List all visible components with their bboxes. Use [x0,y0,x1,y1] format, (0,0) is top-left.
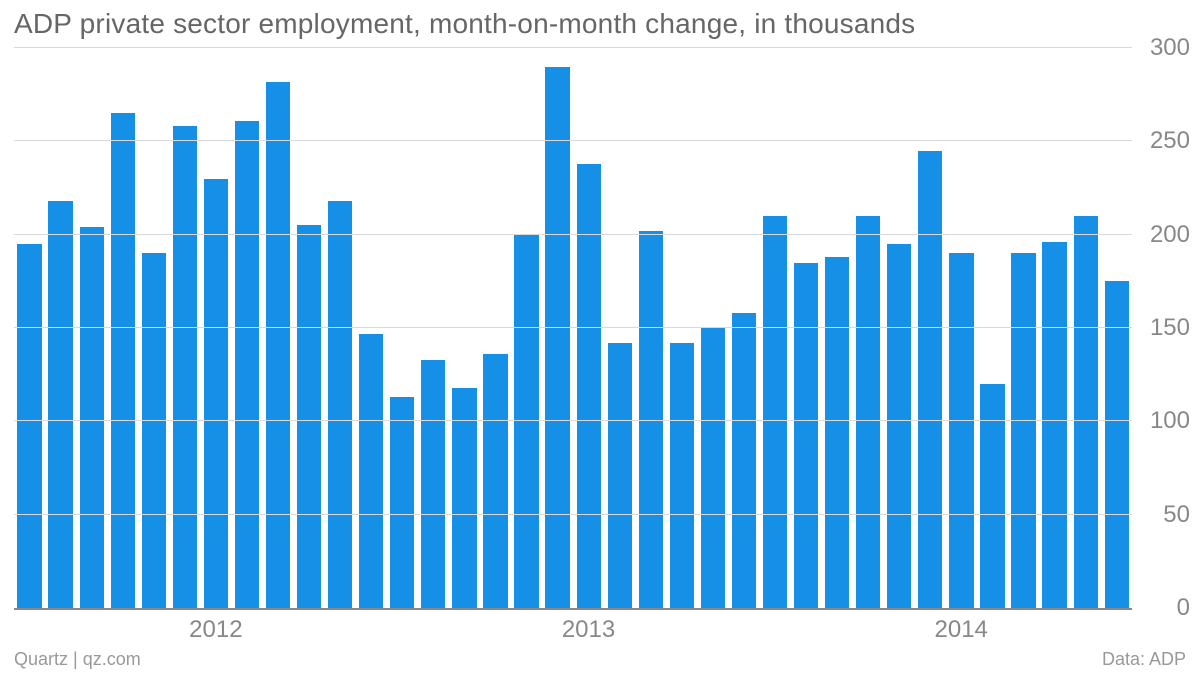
bar-slot [884,48,915,608]
x-tick-label: 2013 [562,616,615,644]
bar-slot [1008,48,1039,608]
bar [359,334,383,608]
y-tick-label: 100 [1140,407,1190,435]
grid-line [14,47,1132,48]
bar [887,244,911,608]
bar-slot [635,48,666,608]
bar [483,354,507,608]
y-tick-label: 300 [1140,34,1190,62]
y-axis: 050100150200250300 [1140,48,1190,608]
bar-slot [853,48,884,608]
plot-area [14,48,1132,610]
bar-slot [542,48,573,608]
bar [577,164,601,608]
bar [235,121,259,608]
bar [670,343,694,608]
bar-slot [480,48,511,608]
grid-line [14,327,1132,328]
grid-line [14,140,1132,141]
bar [297,225,321,608]
bar-slot [138,48,169,608]
bar-slot [604,48,635,608]
bar-slot [977,48,1008,608]
bar-slot [915,48,946,608]
bar [1105,281,1129,608]
bar-slot [325,48,356,608]
bar-slot [200,48,231,608]
bar [17,244,41,608]
y-tick-label: 0 [1140,594,1190,622]
bar-slot [76,48,107,608]
bar [1011,253,1035,608]
bar [949,253,973,608]
bar [763,216,787,608]
bar [545,67,569,608]
bar-slot [387,48,418,608]
bar-slot [666,48,697,608]
bar [80,227,104,608]
bar-slot [263,48,294,608]
bar-slot [822,48,853,608]
bar [111,113,135,608]
bar-slot [573,48,604,608]
bar [980,384,1004,608]
bar-slot [728,48,759,608]
x-tick-label: 2014 [934,616,987,644]
bar [918,151,942,608]
bar-slot [791,48,822,608]
footer-source-right: Data: ADP [1102,649,1186,670]
bar-slot [418,48,449,608]
bar [794,263,818,608]
bar-slot [294,48,325,608]
bar [204,179,228,608]
bar-slot [1039,48,1070,608]
y-tick-label: 50 [1140,501,1190,529]
bar-slot [946,48,977,608]
bar [701,328,725,608]
bar [328,201,352,608]
bar-slot [14,48,45,608]
bar-slot [107,48,138,608]
bar [1042,242,1066,608]
chart-container: ADP private sector employment, month-on-… [0,0,1200,676]
bar [48,201,72,608]
y-tick-label: 250 [1140,127,1190,155]
bar [173,126,197,608]
chart-title: ADP private sector employment, month-on-… [14,8,915,40]
bar [266,82,290,608]
bar-slot [356,48,387,608]
bar-slot [169,48,200,608]
grid-line [14,420,1132,421]
grid-line [14,514,1132,515]
bar [608,343,632,608]
y-tick-label: 150 [1140,314,1190,342]
bar-slot [449,48,480,608]
bar [825,257,849,608]
bar [390,397,414,608]
bar [1074,216,1098,608]
footer-source-left: Quartz | qz.com [14,649,141,670]
x-axis: 201220132014 [14,610,1132,640]
bar [856,216,880,608]
grid-line [14,234,1132,235]
y-tick-label: 200 [1140,221,1190,249]
bar-slot [511,48,542,608]
bar-slot [45,48,76,608]
bar-slot [1070,48,1101,608]
x-tick-label: 2012 [189,616,242,644]
bar [421,360,445,608]
bar-slot [1101,48,1132,608]
bar [142,253,166,608]
bar [732,313,756,608]
bar-slot [231,48,262,608]
bar-group [14,48,1132,608]
bar-slot [697,48,728,608]
bar-slot [760,48,791,608]
